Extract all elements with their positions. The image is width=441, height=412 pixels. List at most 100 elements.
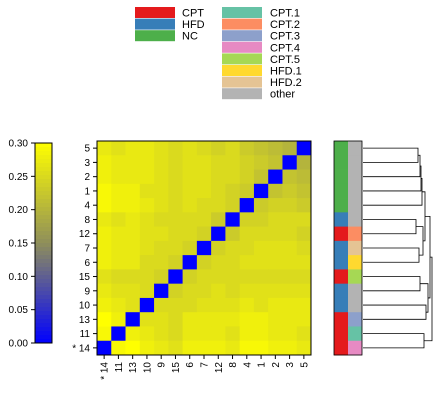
row-label: 12 [79, 229, 91, 240]
heatmap-cell [154, 212, 169, 227]
scale-tick-label: 0.20 [9, 205, 29, 216]
heatmap-cell [139, 155, 155, 170]
heatmap-cell [168, 198, 183, 213]
heatmap-cell [225, 283, 241, 299]
heatmap-cell [111, 297, 126, 313]
heatmap-cell [225, 169, 241, 185]
heatmap-cell [139, 326, 155, 342]
heatmap-cell [139, 212, 155, 227]
heatmap-cell [296, 340, 312, 356]
heatmap-cell [268, 269, 283, 285]
annotation-subgroup-cell [348, 255, 362, 270]
legend-swatch [135, 30, 175, 42]
heatmap-cell [97, 297, 112, 313]
heatmap-cell [211, 326, 226, 342]
heatmap-cell [253, 340, 269, 356]
heatmap-cell [97, 312, 112, 327]
annotation-subgroup-cell [348, 283, 362, 299]
heatmap-cell [282, 198, 298, 213]
heatmap-cell [97, 169, 112, 185]
col-label: 6 [185, 362, 196, 368]
row-label: 10 [79, 301, 91, 312]
scale-swatch [35, 187, 52, 192]
scale-swatch [35, 271, 52, 276]
annotation-subgroup-cell [348, 183, 362, 199]
heatmap-cell [154, 340, 169, 356]
heatmap-cell [97, 141, 112, 156]
scale-swatch [35, 231, 52, 236]
scale-swatch [35, 167, 52, 172]
scale-swatch [35, 219, 52, 224]
scale-swatch [35, 251, 52, 256]
heatmap-cell [154, 198, 169, 213]
heatmap-cell [168, 340, 183, 356]
heatmap-cell [182, 312, 198, 327]
scale-swatch [35, 179, 52, 184]
annotation-subgroup-cell [348, 198, 362, 213]
scale-swatch [35, 163, 52, 168]
heatmap-cell [139, 198, 155, 213]
heatmap-cell [268, 198, 283, 213]
col-label: 4 [242, 362, 253, 368]
heatmap-cell [296, 269, 312, 285]
heatmap-cell [97, 269, 112, 285]
scale-tick-label: 0.00 [9, 339, 29, 350]
heatmap-cell [154, 255, 169, 270]
scale-swatch [35, 279, 52, 284]
heatmap-cell [125, 326, 141, 342]
heatmap-cell [168, 169, 183, 185]
row-label: 15 [79, 272, 91, 283]
heatmap-cell [253, 312, 269, 327]
heatmap-cell [111, 212, 126, 227]
scale-swatch [35, 267, 52, 272]
heatmap-cell [97, 212, 112, 227]
heatmap-cell [282, 240, 298, 256]
heatmap-cell [268, 169, 283, 185]
heatmap-cell [211, 212, 226, 227]
heatmap-cell [268, 226, 283, 242]
heatmap-cell [154, 269, 169, 285]
scale-swatch [35, 263, 52, 268]
row-label: 13 [79, 315, 91, 326]
scale-swatch [35, 299, 52, 304]
dendrogram-branch [424, 256, 433, 342]
heatmap-cell [125, 169, 141, 185]
heatmap-cell [125, 340, 141, 356]
annotation-subgroup-cell [348, 340, 362, 356]
heatmap-cell [282, 283, 298, 299]
heatmap-cell [196, 312, 212, 327]
heatmap-cell [182, 226, 198, 242]
heatmap-cell [111, 269, 126, 285]
row-label: 2 [84, 172, 90, 183]
heatmap-cell [182, 283, 198, 299]
dendrogram-branch [363, 219, 417, 235]
heatmap-cell [182, 141, 198, 156]
heatmap-cell [97, 155, 112, 170]
dendrogram-branch [363, 247, 420, 263]
heatmap-cell [296, 283, 312, 299]
scale-swatch [35, 195, 52, 200]
heatmap-cell [168, 212, 183, 227]
heatmap-cell [182, 269, 198, 285]
heatmap-cell [282, 340, 298, 356]
scale-tick-label: 0.10 [9, 272, 29, 283]
heatmap-cell [125, 255, 141, 270]
col-label: 10 [142, 362, 153, 374]
heatmap-cell [111, 155, 126, 170]
heatmap-cell [125, 240, 141, 256]
heatmap-cell [211, 183, 226, 199]
heatmap-cell [253, 326, 269, 342]
heatmap-cell [296, 326, 312, 342]
heatmap-cell [268, 340, 283, 356]
annotation-group-cell [334, 340, 348, 356]
heatmap-cell [125, 183, 141, 199]
annotation-group-cell [334, 240, 348, 256]
heatmap-cell [296, 255, 312, 270]
annotation-group-cell [334, 312, 348, 327]
legend-label: other [270, 89, 295, 101]
heatmap-cell [182, 297, 198, 313]
heatmap-cell [97, 255, 112, 270]
legend-label: CPT.5 [270, 54, 300, 66]
